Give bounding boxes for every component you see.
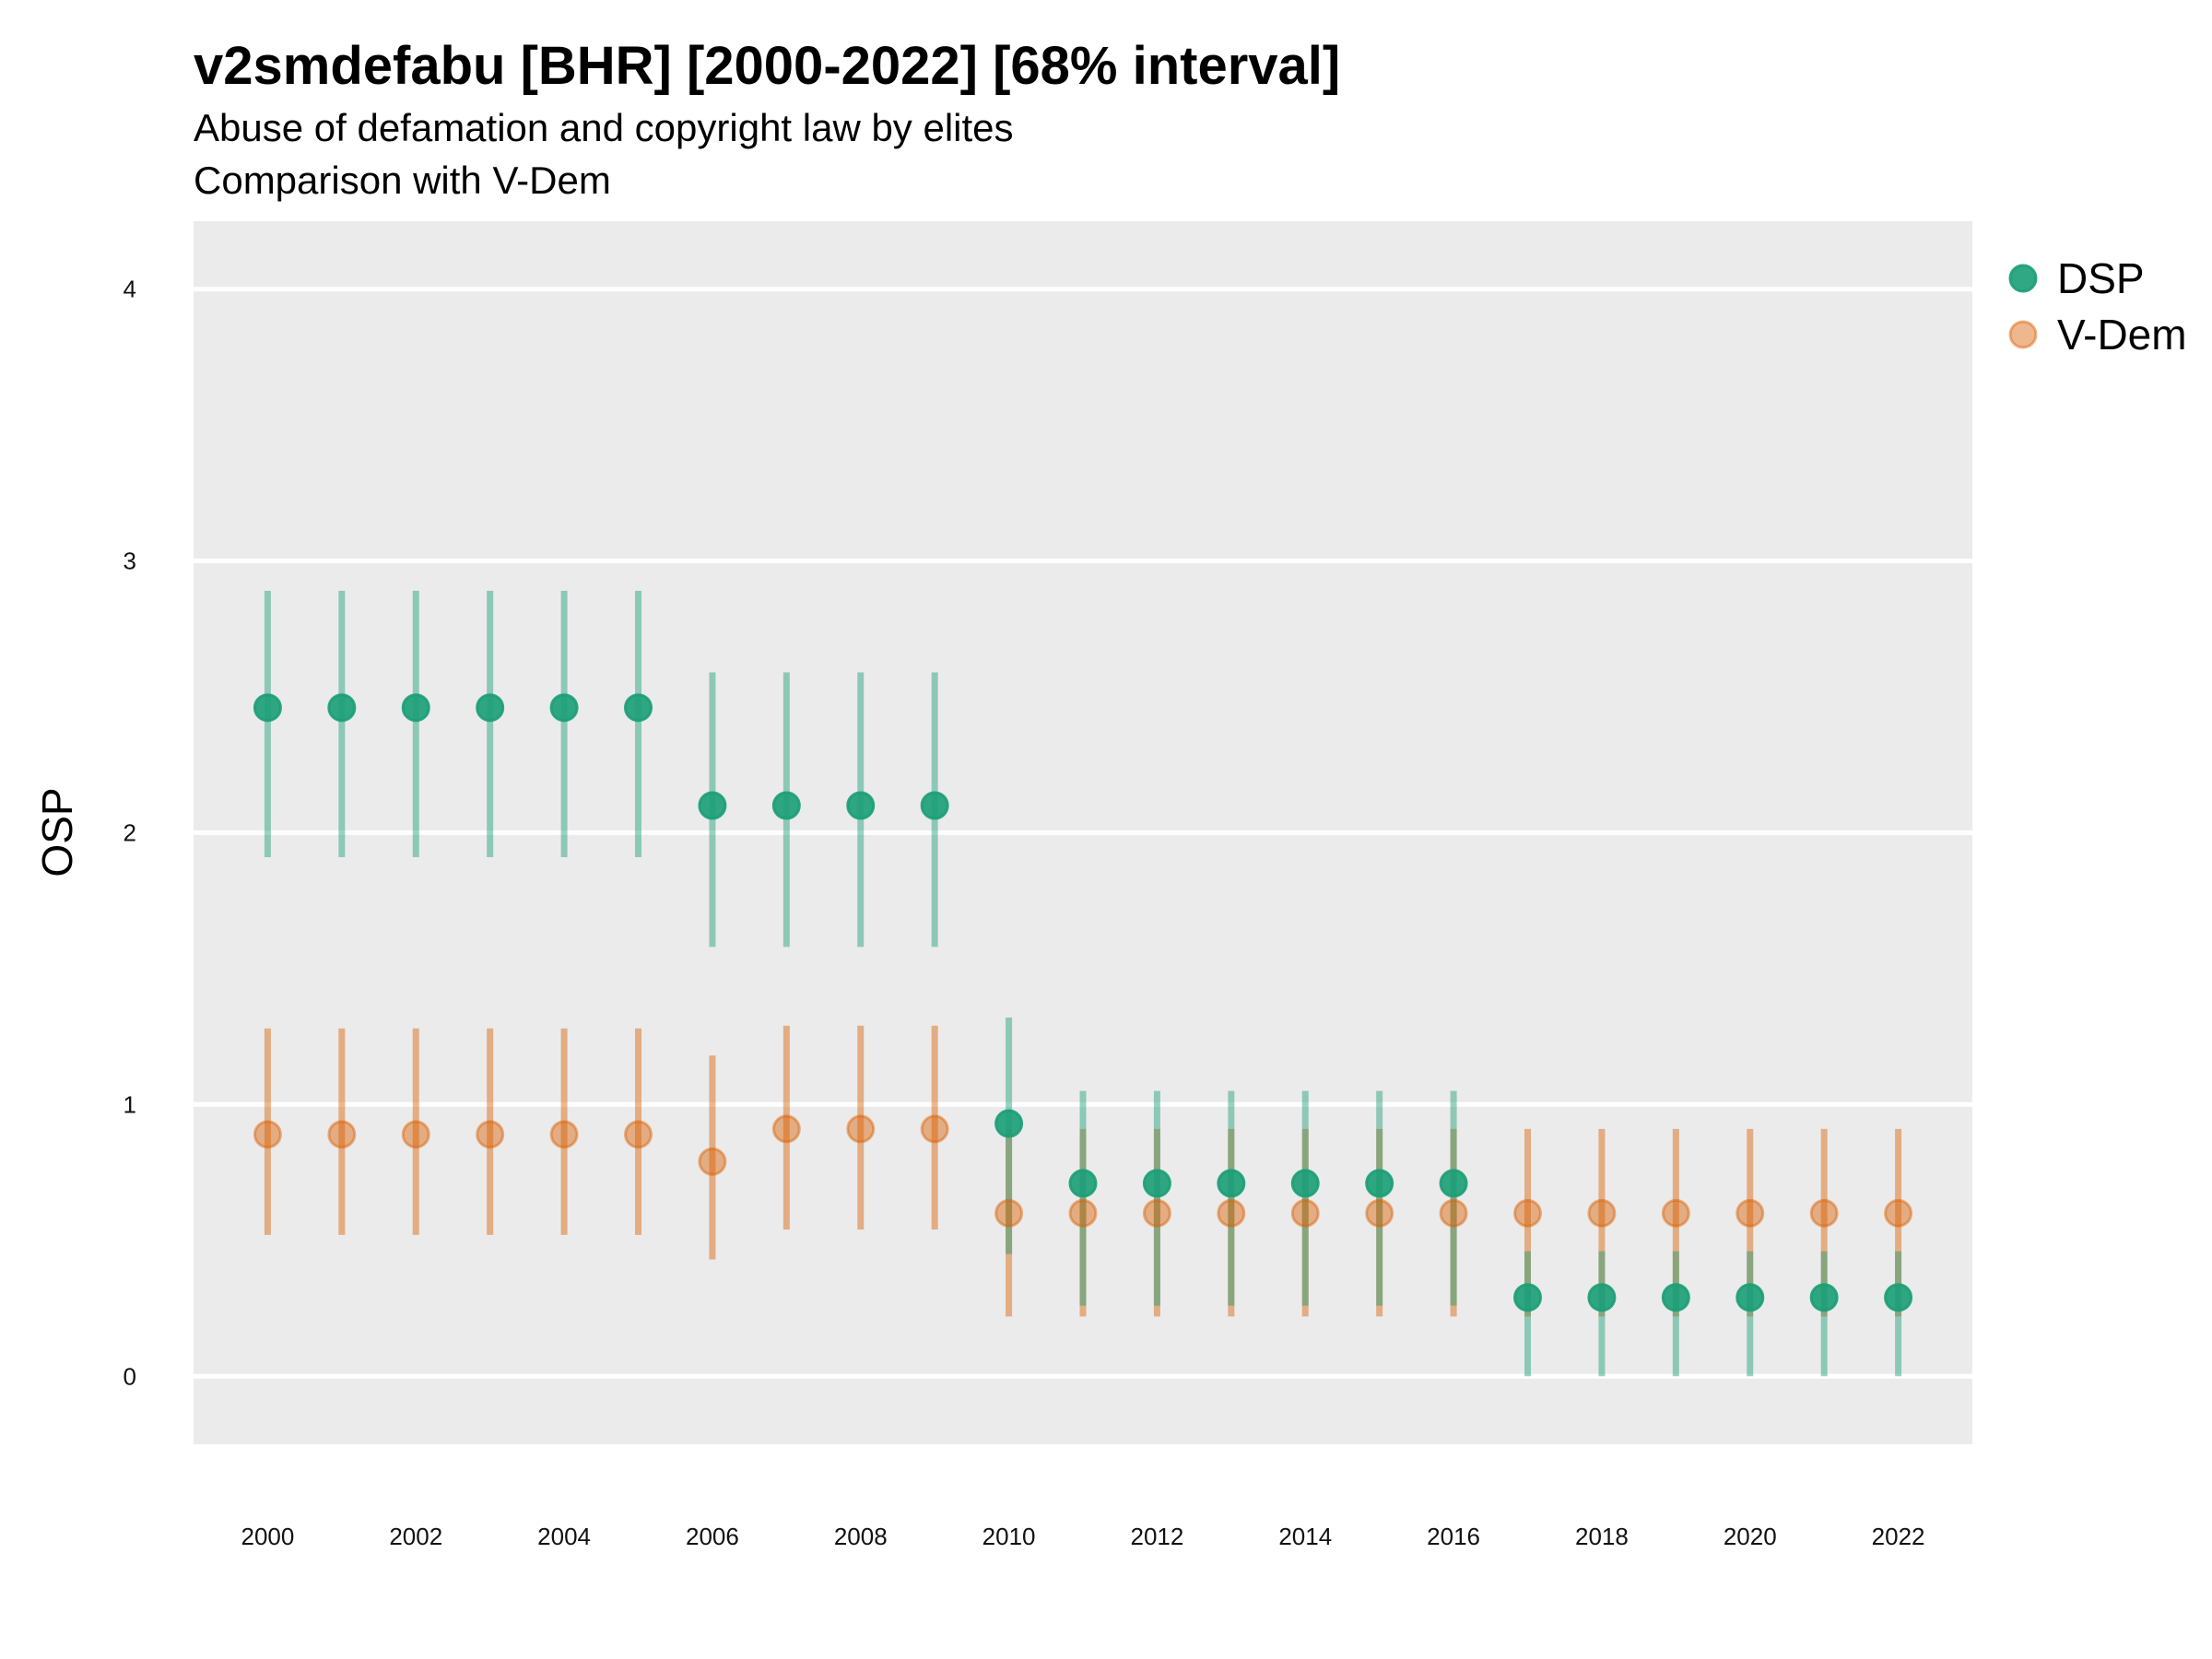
x-axis-ticks: 2000 2002 2004 2006 2008 2010 2012 2014 2016 2018… bbox=[241, 1523, 1924, 1550]
point-v-dem bbox=[1068, 1198, 1098, 1228]
y-tick-label: 1 bbox=[124, 1090, 136, 1118]
point-v-dem bbox=[624, 1120, 653, 1149]
x-tick-label: 2016 bbox=[1427, 1523, 1480, 1550]
y-tick-label: 3 bbox=[124, 547, 136, 575]
point-v-dem bbox=[1142, 1198, 1171, 1228]
point-dsp bbox=[1142, 1169, 1171, 1198]
x-tick-label: 2000 bbox=[241, 1523, 294, 1550]
y-axis-title: OSP bbox=[33, 787, 81, 877]
point-dsp bbox=[920, 791, 949, 820]
point-dsp bbox=[1365, 1169, 1394, 1198]
point-v-dem bbox=[1439, 1198, 1468, 1228]
point-dsp bbox=[253, 693, 282, 723]
y-axis-ticks: 0 1 2 3 4 bbox=[124, 276, 136, 1391]
point-v-dem bbox=[1884, 1198, 1913, 1228]
point-dsp bbox=[994, 1109, 1024, 1138]
point-v-dem bbox=[1290, 1198, 1320, 1228]
x-tick-label: 2022 bbox=[1872, 1523, 1925, 1550]
point-v-dem bbox=[1217, 1198, 1246, 1228]
point-dsp bbox=[698, 791, 727, 820]
data-points bbox=[253, 693, 1913, 1312]
point-v-dem bbox=[1661, 1198, 1690, 1228]
point-v-dem bbox=[920, 1114, 949, 1144]
point-dsp bbox=[1290, 1169, 1320, 1198]
point-dsp bbox=[1068, 1169, 1098, 1198]
point-dsp bbox=[1217, 1169, 1246, 1198]
point-dsp bbox=[549, 693, 579, 723]
point-v-dem bbox=[1809, 1198, 1839, 1228]
x-tick-label: 2018 bbox=[1575, 1523, 1629, 1550]
legend-label: V-Dem bbox=[2057, 311, 2187, 359]
point-v-dem bbox=[846, 1114, 876, 1144]
point-dsp bbox=[1513, 1283, 1542, 1312]
y-tick-label: 2 bbox=[124, 819, 136, 847]
point-dsp bbox=[846, 791, 876, 820]
point-v-dem bbox=[698, 1147, 727, 1176]
point-dsp bbox=[1735, 1283, 1765, 1312]
point-dsp bbox=[1661, 1283, 1690, 1312]
x-tick-label: 2012 bbox=[1130, 1523, 1183, 1550]
x-tick-label: 2010 bbox=[982, 1523, 1036, 1550]
point-v-dem bbox=[994, 1198, 1024, 1228]
legend: DSP V-Dem bbox=[2008, 254, 2187, 359]
legend-label: DSP bbox=[2057, 254, 2145, 302]
point-dsp bbox=[327, 693, 357, 723]
y-tick-label: 0 bbox=[124, 1362, 136, 1390]
point-dsp bbox=[624, 693, 653, 723]
point-dsp bbox=[476, 693, 505, 723]
point-v-dem bbox=[549, 1120, 579, 1149]
gridlines bbox=[194, 287, 1972, 1379]
legend-swatch bbox=[2008, 264, 2038, 293]
point-v-dem bbox=[253, 1120, 282, 1149]
x-tick-label: 2014 bbox=[1278, 1523, 1332, 1550]
point-v-dem bbox=[327, 1120, 357, 1149]
point-dsp bbox=[771, 791, 801, 820]
chart-subtitle-secondary: Comparison with V-Dem bbox=[194, 159, 611, 202]
chart-title: v2smdefabu [BHR] [2000-2022] [68% interv… bbox=[194, 36, 1341, 96]
point-v-dem bbox=[1587, 1198, 1617, 1228]
point-dsp bbox=[1439, 1169, 1468, 1198]
point-v-dem bbox=[401, 1120, 430, 1149]
x-tick-label: 2004 bbox=[537, 1523, 591, 1550]
point-v-dem bbox=[476, 1120, 505, 1149]
point-dsp bbox=[401, 693, 430, 723]
x-tick-label: 2020 bbox=[1724, 1523, 1777, 1550]
point-v-dem bbox=[1365, 1198, 1394, 1228]
x-tick-label: 2006 bbox=[686, 1523, 739, 1550]
point-v-dem bbox=[1735, 1198, 1765, 1228]
point-v-dem bbox=[1513, 1198, 1542, 1228]
point-v-dem bbox=[771, 1114, 801, 1144]
legend-swatch bbox=[2008, 320, 2038, 349]
point-dsp bbox=[1884, 1283, 1913, 1312]
x-tick-label: 2002 bbox=[389, 1523, 442, 1550]
x-tick-label: 2008 bbox=[834, 1523, 888, 1550]
point-dsp bbox=[1587, 1283, 1617, 1312]
point-dsp bbox=[1809, 1283, 1839, 1312]
y-tick-label: 4 bbox=[124, 276, 136, 303]
chart-subtitle: Abuse of defamation and copyright law by… bbox=[194, 106, 1014, 149]
